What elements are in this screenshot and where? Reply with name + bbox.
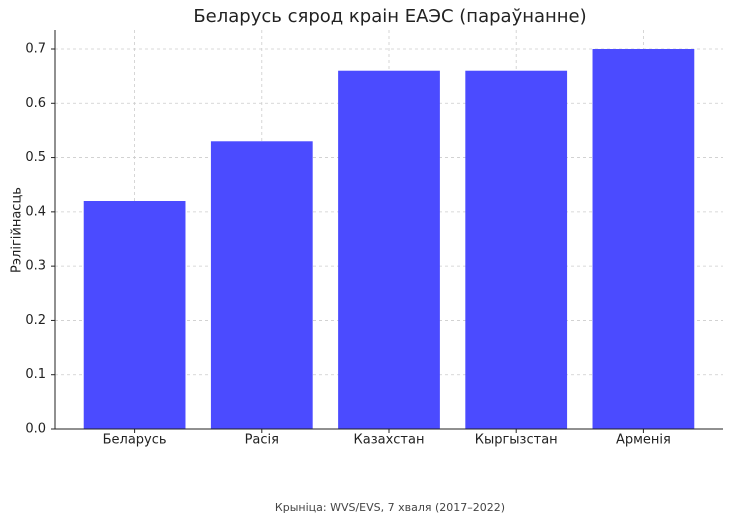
y-tick-label: 0.3: [25, 259, 46, 274]
x-tick-label: Казахстан: [354, 433, 425, 448]
bar: [592, 49, 695, 429]
caption: Крыніца: WVS/EVS, 7 хваля (2017–2022): [275, 501, 505, 514]
y-tick-label: 0.7: [25, 42, 46, 57]
chart-title: Беларусь сярод краін ЕАЭС (параўнанне): [193, 6, 586, 27]
y-tick-label: 0.1: [25, 367, 46, 382]
y-axis-label: Рэлігійнасць: [10, 187, 25, 273]
bar: [338, 70, 440, 429]
bar: [83, 201, 186, 429]
x-tick-label: Беларусь: [103, 433, 167, 448]
bar: [465, 70, 568, 429]
y-tick-label: 0.6: [25, 96, 46, 111]
x-tick-label: Арменія: [616, 433, 671, 448]
x-tick-label: Кыргызстан: [475, 433, 558, 448]
y-tick-label: 0.0: [25, 422, 46, 437]
y-tick-label: 0.5: [25, 150, 46, 165]
bar: [210, 141, 313, 430]
y-tick-label: 0.4: [25, 204, 46, 219]
x-tick-label: Расія: [245, 433, 279, 448]
y-tick-label: 0.2: [25, 313, 46, 328]
